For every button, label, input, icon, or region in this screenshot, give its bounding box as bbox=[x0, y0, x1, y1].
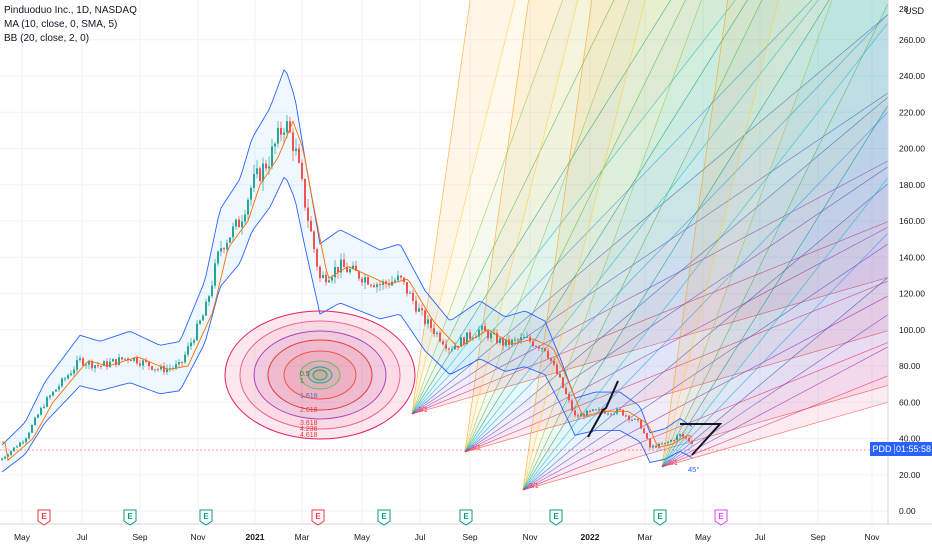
time-axis[interactable]: May Jul Sep Nov 2021 Mar May Jul Sep Nov 2022 Mar Ma… bbox=[0, 523, 932, 550]
svg-text:E: E bbox=[203, 512, 209, 521]
price-tick-label: 0.00 bbox=[899, 506, 916, 516]
price-tick-label: 120.00 bbox=[899, 289, 925, 299]
fib-circle-ring[interactable] bbox=[312, 369, 328, 381]
time-tick-label: Sep bbox=[462, 532, 477, 542]
price-tick-label-partial: 28 bbox=[899, 4, 909, 14]
earnings-marker[interactable]: E bbox=[377, 509, 391, 526]
earnings-marker[interactable]: E bbox=[549, 509, 563, 526]
price-tick-label: 40.00 bbox=[899, 434, 921, 444]
candlesticks bbox=[1, 115, 693, 461]
time-tick-label: Jul bbox=[77, 532, 88, 542]
fib-level-label: 0.5 bbox=[300, 371, 310, 378]
earnings-marker[interactable]: E bbox=[311, 509, 325, 526]
fan-ratio-label: 3/1 bbox=[418, 407, 428, 414]
fan-ratio-label: 3/1 bbox=[529, 483, 539, 490]
gann-fan[interactable] bbox=[464, 0, 932, 453]
earnings-marker[interactable]: E bbox=[653, 509, 667, 526]
fan-ratio-label: 3/1 bbox=[471, 445, 481, 452]
price-tick-label: 260.00 bbox=[899, 35, 925, 45]
fib-level-label: 4.618 bbox=[300, 432, 318, 439]
price-tick-label: 220.00 bbox=[899, 107, 925, 117]
time-tick-label: Nov bbox=[522, 532, 538, 542]
price-tick-label: 100.00 bbox=[899, 325, 925, 335]
fib-level-label: 1.618 bbox=[300, 393, 318, 400]
gann-fan[interactable] bbox=[661, 0, 932, 468]
time-tick-label: Sep bbox=[810, 532, 825, 542]
svg-text:E: E bbox=[718, 512, 724, 521]
trend-line-drawing[interactable] bbox=[587, 380, 619, 438]
fan-angle-label: 45° bbox=[688, 465, 699, 474]
moving-average bbox=[2, 120, 693, 462]
fib-circle-ring[interactable] bbox=[267, 339, 373, 411]
earnings-marker[interactable]: E bbox=[37, 509, 51, 526]
fib-circle-ring[interactable] bbox=[253, 330, 387, 420]
time-tick-label: May bbox=[695, 532, 712, 542]
last-price-badge: PDD 01:55:58 bbox=[870, 442, 932, 456]
svg-text:E: E bbox=[127, 512, 133, 521]
time-tick-label: Sep bbox=[132, 532, 147, 542]
fib-circle-ring[interactable] bbox=[224, 310, 416, 440]
fib-level-label: 1 bbox=[300, 378, 304, 385]
gann-fan[interactable] bbox=[522, 0, 932, 491]
earnings-marker[interactable]: E bbox=[459, 509, 473, 526]
price-axis[interactable]: 260.00 240.00 220.00 200.00 180.00 160.00 140.… bbox=[887, 0, 932, 524]
fib-circle-ring[interactable] bbox=[239, 320, 401, 430]
price-badge-countdown: 01:55:58 bbox=[895, 444, 932, 454]
price-tick-label: 200.00 bbox=[899, 144, 925, 154]
price-tick-label: 180.00 bbox=[899, 180, 925, 190]
bb-indicator-label[interactable]: BB (20, close, 2, 0) bbox=[4, 33, 90, 44]
price-tick-label: 20.00 bbox=[899, 470, 921, 480]
svg-text:E: E bbox=[381, 512, 387, 521]
time-tick-label: Jul bbox=[755, 532, 766, 542]
svg-text:E: E bbox=[463, 512, 469, 521]
earnings-marker[interactable]: E bbox=[199, 509, 213, 526]
ma-indicator-label[interactable]: MA (10, close, 0, SMA, 5) bbox=[4, 19, 118, 30]
projection-line-drawing[interactable] bbox=[680, 423, 723, 456]
svg-text:E: E bbox=[657, 512, 663, 521]
gann-fans[interactable] bbox=[411, 0, 932, 491]
time-tick-label: Jul bbox=[415, 532, 426, 542]
price-tick-label: 140.00 bbox=[899, 252, 925, 262]
price-tick-label: 80.00 bbox=[899, 361, 921, 371]
fan-labels: 3/1 3/1 3/1 3/1 45° bbox=[418, 407, 699, 490]
svg-text:E: E bbox=[315, 512, 321, 521]
fib-circle-ring[interactable] bbox=[299, 360, 341, 390]
fib-level-label: 3.618 bbox=[300, 420, 318, 427]
currency-label[interactable]: USD bbox=[905, 6, 925, 16]
fib-circle-ring[interactable] bbox=[307, 366, 333, 384]
time-tick-label: Nov bbox=[864, 532, 880, 542]
time-tick-label: 2022 bbox=[581, 532, 600, 542]
fib-level-label: 4.236 bbox=[300, 426, 318, 433]
time-tick-label: Nov bbox=[190, 532, 206, 542]
ma-line bbox=[2, 120, 693, 462]
price-tick-label: 60.00 bbox=[899, 397, 921, 407]
price-badge-symbol: PDD bbox=[870, 444, 895, 454]
time-tick-label: May bbox=[354, 532, 371, 542]
time-tick-label: Mar bbox=[295, 532, 310, 542]
time-tick-label: May bbox=[14, 532, 31, 542]
svg-text:E: E bbox=[553, 512, 559, 521]
trend-drawings[interactable] bbox=[587, 380, 723, 456]
price-tick-label: 240.00 bbox=[899, 71, 925, 81]
price-tick-label: 160.00 bbox=[899, 216, 925, 226]
svg-text:E: E bbox=[41, 512, 47, 521]
chart-legend: Pinduoduo Inc., 1D, NASDAQ MA (10, close… bbox=[4, 4, 137, 46]
earnings-marker[interactable]: E bbox=[714, 509, 728, 526]
earnings-marker[interactable]: E bbox=[123, 509, 137, 526]
symbol-title[interactable]: Pinduoduo Inc., 1D, NASDAQ bbox=[4, 5, 137, 16]
fib-level-label: 2.618 bbox=[300, 407, 318, 414]
fan-ratio-label: 3/1 bbox=[668, 460, 678, 467]
time-tick-label: Mar bbox=[638, 532, 653, 542]
time-tick-label: 2021 bbox=[246, 532, 265, 542]
fib-circle-ring[interactable] bbox=[283, 350, 357, 400]
